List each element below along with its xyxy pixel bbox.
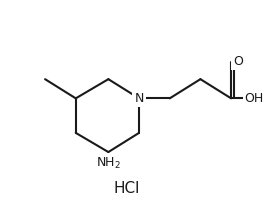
Text: NH$_2$: NH$_2$ <box>96 156 121 171</box>
Text: OH: OH <box>245 92 264 105</box>
Text: N: N <box>134 92 144 105</box>
Text: HCl: HCl <box>113 181 140 196</box>
Text: O: O <box>233 55 243 68</box>
